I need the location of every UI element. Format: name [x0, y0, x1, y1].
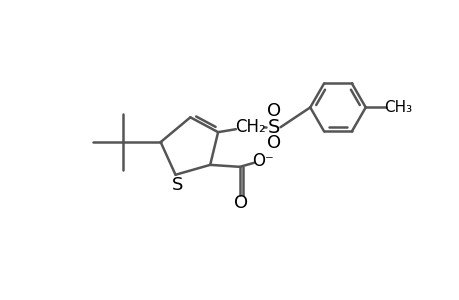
Text: CH₂: CH₂	[235, 118, 266, 136]
Text: O: O	[266, 102, 280, 120]
Text: CH₃: CH₃	[384, 100, 412, 115]
Text: S: S	[171, 176, 183, 194]
Text: O⁻: O⁻	[251, 152, 273, 170]
Text: S: S	[267, 118, 279, 137]
Text: O: O	[233, 194, 247, 212]
Text: O: O	[266, 134, 280, 152]
